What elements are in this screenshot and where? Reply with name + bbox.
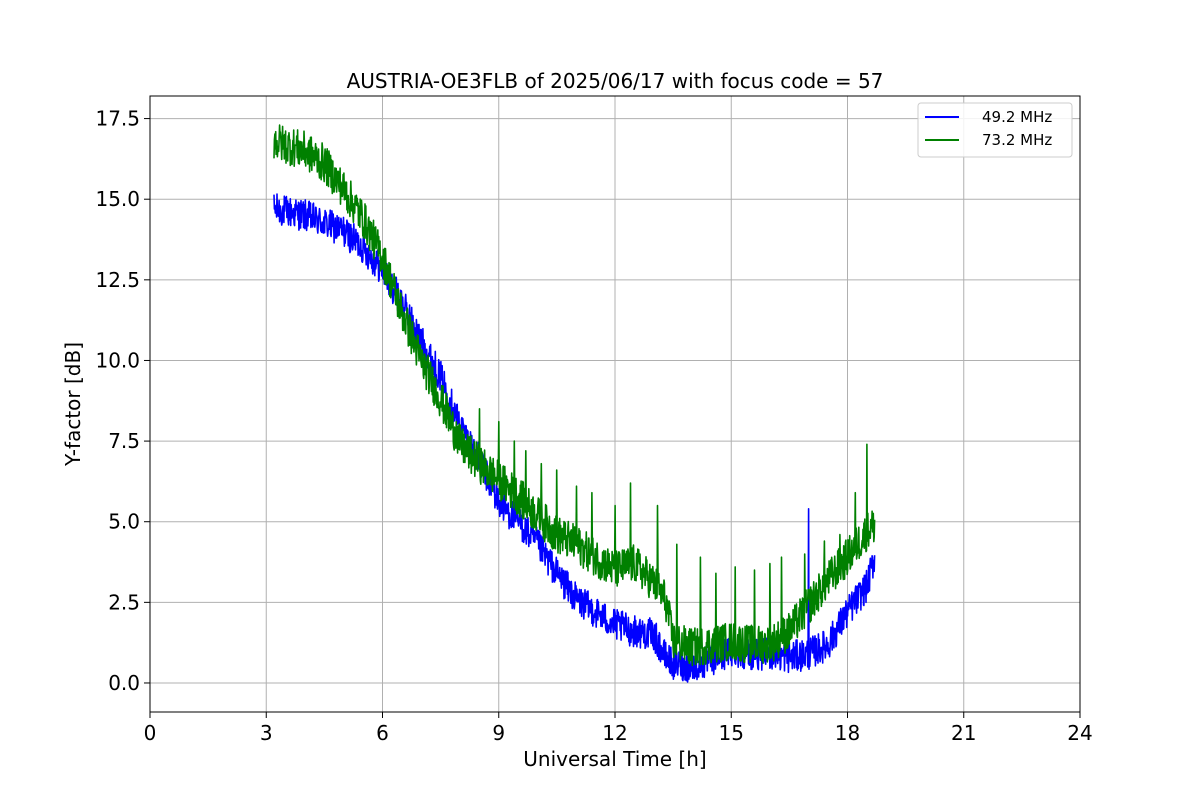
y-tick-label: 10.0: [95, 348, 140, 372]
x-tick-label: 12: [602, 721, 627, 745]
y-tick-label: 7.5: [108, 429, 140, 453]
y-tick-label: 2.5: [108, 590, 140, 614]
x-tick-label: 6: [376, 721, 389, 745]
legend-label-49-2: 49.2 MHz: [982, 108, 1052, 126]
y-tick-label: 5.0: [108, 510, 140, 534]
series-layer: [273, 124, 876, 683]
series-73-2-mhz: [273, 124, 876, 667]
x-axis-label: Universal Time [h]: [523, 747, 706, 771]
ticks: 0 3 6 9 12 15 18 21 24 0.0 2.5 5.0 7.5 10.0 12.5 15.0 17…: [95, 107, 1092, 745]
plot-frame: [149, 95, 1081, 713]
y-tick-label: 17.5: [95, 107, 140, 131]
y-axis-label: Y-factor [dB]: [61, 342, 85, 467]
x-tick-label: 15: [719, 721, 744, 745]
x-tick-label: 0: [144, 721, 157, 745]
x-tick-label: 9: [492, 721, 505, 745]
legend-label-73-2: 73.2 MHz: [982, 131, 1052, 149]
chart-title: AUSTRIA-OE3FLB of 2025/06/17 with focus …: [347, 69, 884, 93]
x-tick-label: 3: [260, 721, 273, 745]
y-tick-label: 12.5: [95, 268, 140, 292]
x-tick-label: 18: [835, 721, 860, 745]
y-tick-label: 15.0: [95, 187, 140, 211]
series-line: [273, 124, 876, 667]
y-tick-label: 0.0: [108, 671, 140, 695]
x-tick-label: 24: [1067, 721, 1092, 745]
legend: 49.2 MHz 73.2 MHz: [917, 102, 1073, 158]
x-tick-label: 21: [951, 721, 976, 745]
